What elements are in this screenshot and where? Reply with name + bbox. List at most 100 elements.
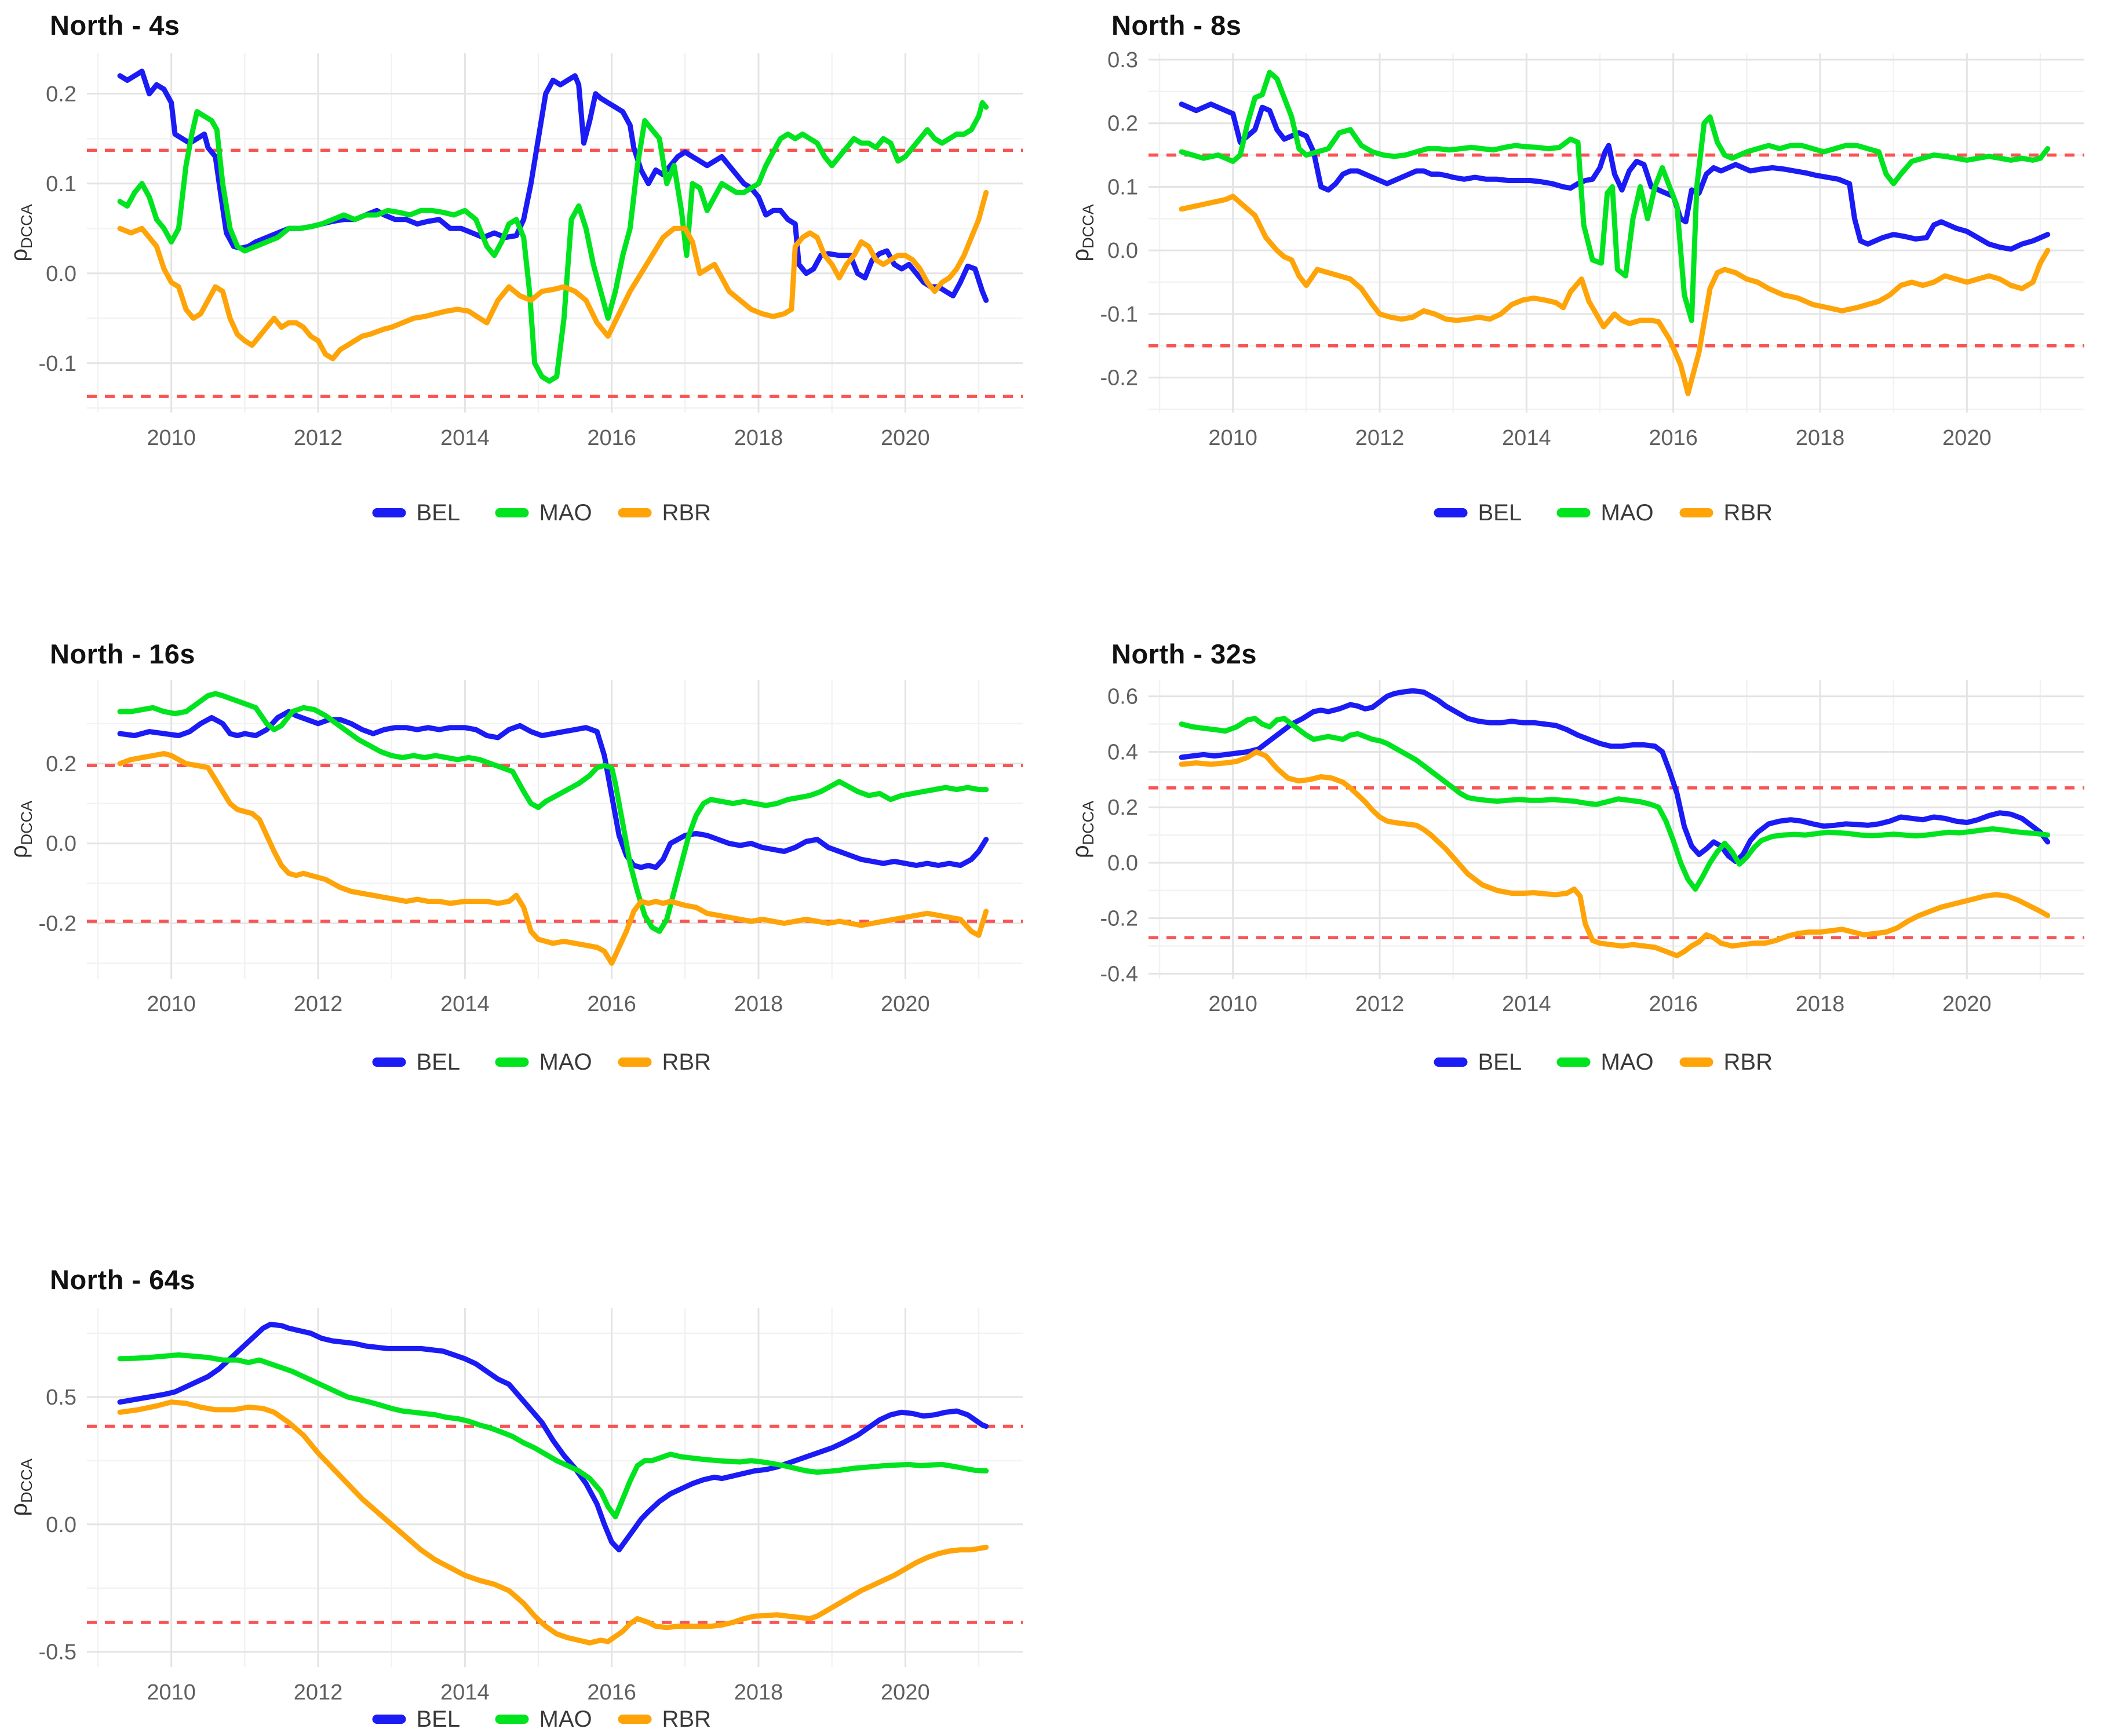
y-tick-label: -0.2 — [1100, 366, 1138, 391]
x-tick-label: 2020 — [881, 1680, 930, 1705]
chart-title: North - 4s — [50, 10, 180, 41]
x-tick-label: 2020 — [1942, 426, 1992, 450]
x-tick-label: 2020 — [1942, 992, 1992, 1016]
x-tick-label: 2018 — [1796, 992, 1845, 1016]
series-line-mao — [117, 691, 989, 934]
y-tick-label: 0.1 — [1107, 175, 1138, 199]
series-line-rbr — [117, 1399, 989, 1646]
legend-swatch-bel — [1434, 508, 1468, 517]
legend-label-rbr: RBR — [662, 1049, 711, 1075]
series-line-rbr — [1179, 749, 2051, 958]
y-tick-label: 0.3 — [1107, 48, 1138, 72]
legend-swatch-mao — [495, 1715, 529, 1724]
series-line-bel — [117, 68, 989, 303]
y-tick-label: -0.1 — [39, 352, 76, 376]
series-line-mao — [117, 100, 989, 384]
legend-label-mao: MAO — [1601, 500, 1654, 526]
y-tick-label: 0.1 — [46, 172, 76, 196]
x-tick-label: 2016 — [587, 1680, 636, 1705]
series-line-mao — [1179, 716, 2051, 892]
x-tick-label: 2020 — [881, 426, 930, 450]
legend-label-rbr: RBR — [662, 500, 711, 526]
series-line-bel — [117, 1322, 989, 1553]
legend-label-mao: MAO — [1601, 1049, 1654, 1075]
legend: BEL MAO RBR — [372, 1049, 711, 1075]
legend-swatch-rbr — [1679, 508, 1713, 517]
x-tick-label: 2014 — [440, 426, 490, 450]
legend-swatch-mao — [495, 1057, 529, 1067]
legend-swatch-bel — [372, 508, 406, 517]
x-tick-label: 2020 — [881, 992, 930, 1016]
y-tick-label: 0.0 — [46, 832, 76, 856]
legend: BEL MAO RBR — [372, 1706, 711, 1732]
legend: BEL MAO RBR — [1434, 500, 1773, 526]
y-tick-label: 0.4 — [1107, 740, 1138, 764]
x-tick-label: 2012 — [294, 1680, 343, 1705]
x-tick-label: 2018 — [734, 992, 783, 1016]
legend-label-rbr: RBR — [1724, 500, 1773, 526]
chart-canvas-north-16s: 2010 2012 2014 2016 2018 2020 0.2 0.0 -0.2 ρDCCA B… — [6, 680, 1023, 1075]
series-line-rbr — [117, 751, 989, 966]
legend-label-mao: MAO — [539, 500, 592, 526]
y-tick-label: 0.2 — [1107, 796, 1138, 820]
legend-swatch-mao — [1556, 508, 1591, 517]
series-line-rbr — [1179, 194, 2051, 396]
legend: BEL MAO RBR — [1434, 1049, 1773, 1075]
x-tick-label: 2010 — [1208, 426, 1257, 450]
chart-north-16s: North - 16s 2010 2012 2014 2016 2018 2020 0.2 0… — [0, 629, 1060, 1113]
chart-north-4s: North - 4s 2010 2012 2014 2016 2018 2020 0.2 0.… — [0, 0, 1060, 568]
x-tick-label: 2018 — [734, 1680, 783, 1705]
legend-label-bel: BEL — [417, 500, 461, 526]
x-tick-label: 2016 — [1649, 426, 1698, 450]
legend-label-rbr: RBR — [662, 1706, 711, 1732]
chart-title: North - 8s — [1111, 10, 1242, 41]
legend-swatch-rbr — [1679, 1057, 1713, 1067]
y-tick-label: -0.2 — [1100, 907, 1138, 931]
legend-swatch-rbr — [618, 1057, 652, 1067]
y-tick-label: 0.0 — [1107, 851, 1138, 876]
chart-title: North - 32s — [1111, 639, 1257, 669]
series-line-bel — [1179, 688, 2051, 865]
y-tick-label: -0.5 — [39, 1640, 76, 1665]
y-tick-label: -0.2 — [39, 911, 76, 936]
x-tick-label: 2012 — [294, 992, 343, 1016]
x-tick-label: 2014 — [440, 1680, 490, 1705]
chart-canvas-north-4s: 2010 2012 2014 2016 2018 2020 0.2 0.1 0.0 -0.1 ρDC… — [6, 53, 1023, 526]
x-tick-label: 2018 — [1796, 426, 1845, 450]
series-line-rbr — [117, 189, 989, 362]
y-tick-label: 0.0 — [1107, 239, 1138, 263]
x-tick-label: 2012 — [1355, 426, 1405, 450]
y-axis-label-rho-dcca: ρDCCA — [1068, 801, 1097, 858]
x-tick-label: 2014 — [440, 992, 490, 1016]
legend-label-bel: BEL — [417, 1049, 461, 1075]
y-axis-label-rho-dcca: ρDCCA — [1068, 204, 1097, 261]
legend-swatch-bel — [1434, 1057, 1468, 1067]
chart-canvas-north-64s: 2010 2012 2014 2016 2018 2020 0.5 0.0 -0.5 ρDCCA B… — [6, 1308, 1023, 1732]
y-tick-label: 0.2 — [46, 82, 76, 107]
x-tick-label: 2014 — [1502, 426, 1551, 450]
x-tick-label: 2010 — [1208, 992, 1257, 1016]
chart-north-8s: North - 8s 2010 2012 2014 2016 2018 2020 0.3 0.… — [1062, 0, 2122, 568]
x-tick-label: 2018 — [734, 426, 783, 450]
y-tick-label: 0.0 — [46, 262, 76, 286]
legend: BEL MAO RBR — [372, 500, 711, 526]
y-axis-label-rho-dcca: ρDCCA — [6, 801, 35, 858]
y-axis-label-rho-dcca: ρDCCA — [6, 204, 35, 261]
y-tick-label: 0.6 — [1107, 685, 1138, 709]
y-tick-label: -0.4 — [1100, 962, 1138, 986]
y-tick-label: 0.5 — [46, 1385, 76, 1410]
chart-canvas-north-8s: 2010 2012 2014 2016 2018 2020 0.3 0.2 0.1 0.0 -0.1… — [1068, 48, 2084, 526]
legend-swatch-mao — [495, 508, 529, 517]
chart-north-64s: North - 64s 2010 2012 2014 2016 2018 2020 0.5 0… — [0, 1254, 1060, 1736]
chart-title: North - 64s — [50, 1264, 195, 1295]
y-tick-label: -0.1 — [1100, 302, 1138, 327]
x-tick-label: 2012 — [294, 426, 343, 450]
x-tick-label: 2016 — [1649, 992, 1698, 1016]
series-line-mao — [1179, 70, 2051, 323]
legend-label-bel: BEL — [1478, 1049, 1522, 1075]
x-tick-label: 2010 — [147, 426, 196, 450]
x-tick-label: 2016 — [587, 426, 636, 450]
series-line-mao — [117, 1352, 989, 1520]
y-tick-label: 0.0 — [46, 1513, 76, 1537]
